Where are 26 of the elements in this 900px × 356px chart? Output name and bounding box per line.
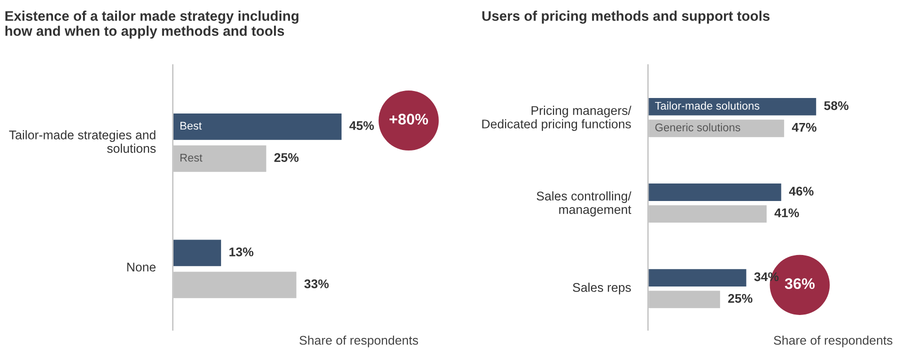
data-label: 13%: [229, 247, 254, 256]
bar: [172, 238, 222, 268]
data-label: 46%: [789, 186, 814, 196]
chart-title: Users of pricing methods and support tools: [482, 10, 770, 24]
series-label: Rest: [180, 154, 202, 162]
chart-title: Existence of a tailor made strategy including how and when to apply methods and tools: [5, 10, 298, 39]
series-label: Generic solutions: [655, 123, 740, 132]
bar: [172, 112, 343, 142]
x-axis-title: Share of respondents: [774, 336, 892, 348]
data-label: 33%: [304, 279, 329, 288]
series-label: Best: [180, 122, 202, 130]
data-label: 47%: [792, 122, 816, 132]
data-label: 25%: [728, 294, 752, 303]
data-label: 41%: [774, 208, 799, 218]
y-tick-label: Tailor-made strategies and solutions: [9, 130, 156, 153]
text: +80%: [390, 114, 428, 125]
y-tick-label: Sales controlling/ management: [536, 191, 632, 216]
data-label: 58%: [824, 101, 848, 110]
data-label: 25%: [274, 153, 299, 162]
annotation: 36%: [784, 278, 815, 290]
x-axis-title: Share of respondents: [300, 336, 418, 348]
series-label: Tailor-made solutions: [655, 102, 760, 110]
y-tick-label: Sales reps: [572, 282, 631, 294]
y-tick-label: Pricing managers/ Dedicated pricing functions: [482, 106, 632, 131]
data-label: 45%: [349, 121, 374, 130]
y-tick-label: None: [127, 262, 156, 272]
